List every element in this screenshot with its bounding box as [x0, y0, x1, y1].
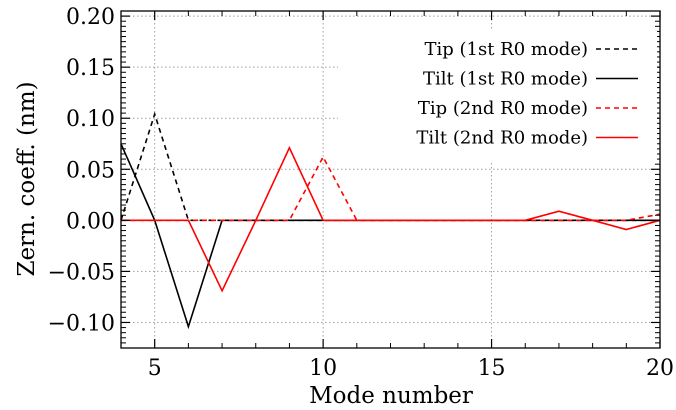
legend-label: Tip (2nd R0 mode)	[418, 98, 588, 119]
y-tick-label: 0.20	[66, 5, 115, 30]
y-axis-label: Zern. coeff. (nm)	[14, 81, 40, 276]
legend-box	[338, 31, 657, 163]
y-tick-label: 0.10	[66, 107, 115, 132]
y-tick-label: 0.15	[66, 56, 115, 81]
x-tick-label: 5	[148, 356, 162, 381]
y-tick-label: 0.00	[66, 209, 115, 234]
legend-label: Tilt (1st R0 mode)	[423, 69, 588, 90]
legend-label: Tilt (2nd R0 mode)	[416, 128, 588, 149]
y-tick-label: 0.05	[66, 158, 115, 183]
legend-label: Tip (1st R0 mode)	[424, 39, 588, 60]
series-line-4	[121, 145, 661, 293]
series-layer	[120, 111, 661, 330]
x-tick-label: 15	[478, 356, 506, 381]
x-tick-label: 20	[646, 356, 674, 381]
x-tick-label: 10	[309, 356, 337, 381]
ticks: 5 10 15 20 −0.10 −0.05 0.00 0.05 0.10 0.15 0.20	[48, 5, 674, 381]
x-axis-label: Mode number	[309, 383, 473, 409]
y-tick-label: −0.05	[48, 260, 115, 285]
legend: Tip (1st R0 mode) Tilt (1st R0 mode) Tip (…	[338, 31, 657, 163]
y-tick-label: −0.10	[48, 311, 115, 336]
